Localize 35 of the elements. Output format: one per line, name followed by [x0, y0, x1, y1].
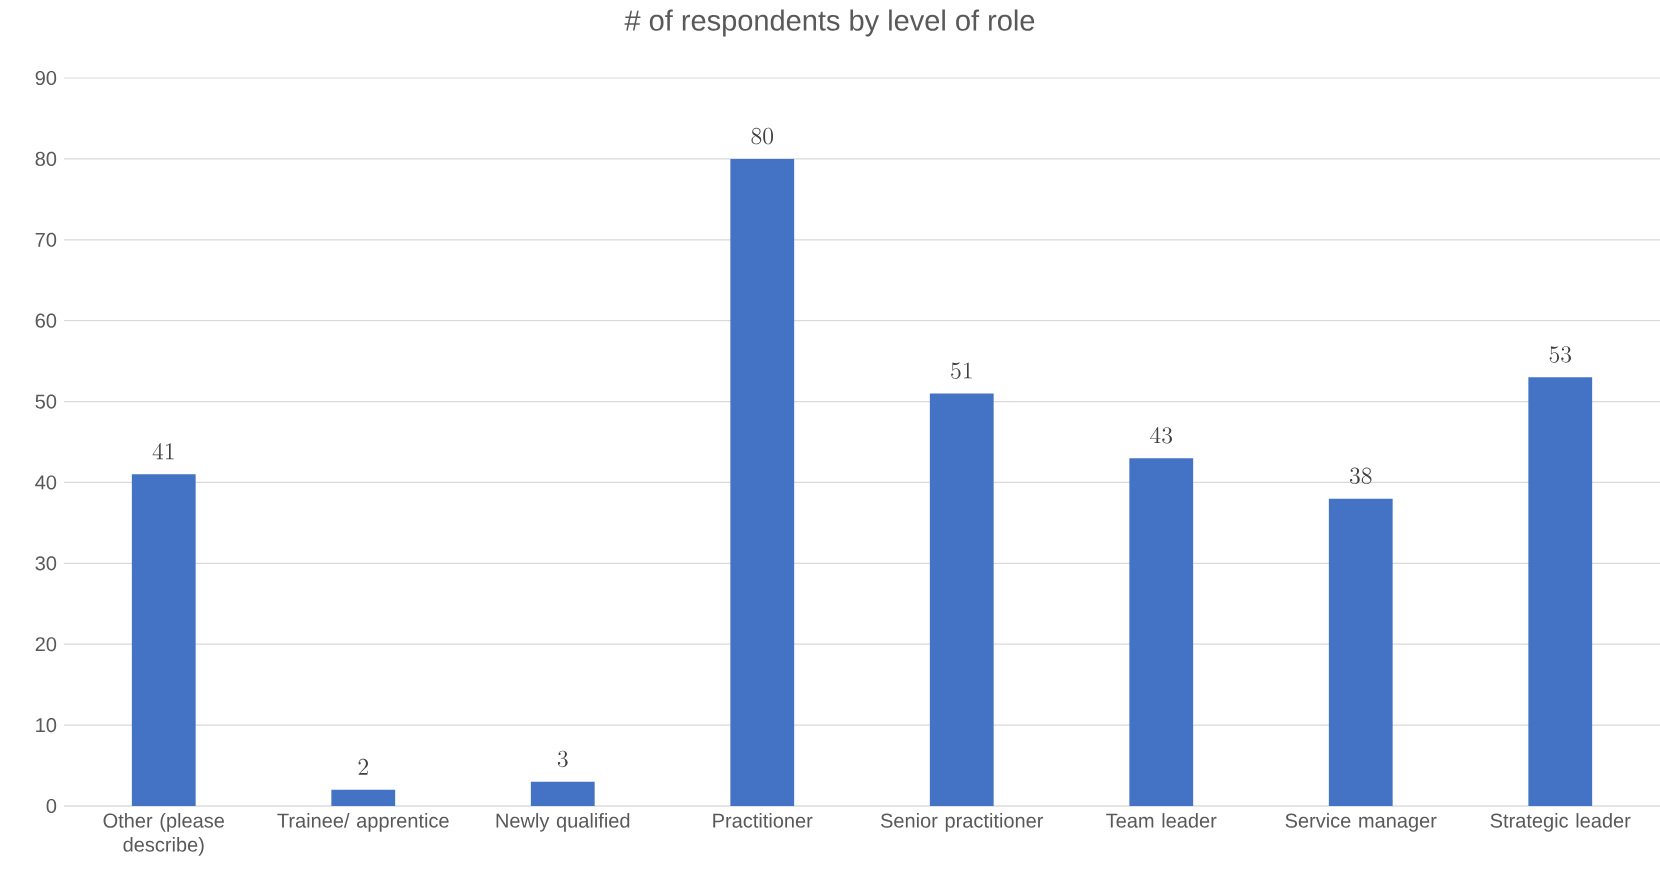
bar — [131, 474, 196, 806]
x-tick-label: Other (please describe) — [103, 813, 224, 856]
bar — [1129, 458, 1194, 806]
y-tick-label: 70 — [35, 232, 57, 247]
data-label: 43 — [1150, 426, 1173, 444]
data-label: 3 — [557, 750, 568, 768]
bar — [530, 781, 595, 806]
bar — [929, 393, 994, 806]
x-tick-label: Senior practitioner — [880, 813, 1044, 832]
y-tick-label: 60 — [35, 313, 57, 328]
y-tick-label: 10 — [36, 718, 57, 733]
chart-title: # of respondents by level of role — [624, 9, 1035, 37]
data-label: 41 — [152, 443, 174, 460]
data-label: 2 — [358, 758, 368, 775]
x-tick-label: Team leader — [1106, 813, 1217, 828]
y-tick-label: 30 — [35, 556, 57, 571]
bar — [331, 789, 396, 806]
y-tick-label: 40 — [35, 475, 57, 490]
data-label: 38 — [1349, 467, 1372, 485]
bar — [730, 158, 795, 806]
y-tick-label: 80 — [35, 151, 57, 166]
x-tick-label: Strategic leader — [1490, 813, 1631, 832]
y-tick-label: 90 — [35, 70, 57, 86]
bar — [1528, 377, 1593, 806]
y-tick-label: 50 — [35, 394, 57, 409]
data-label: 80 — [751, 127, 773, 145]
x-tick-label: Practitioner — [713, 813, 813, 828]
y-tick-label: 0 — [46, 798, 57, 814]
data-label: 51 — [951, 362, 972, 379]
data-label: 53 — [1549, 346, 1572, 363]
x-tick-label: Trainee/ apprentice — [277, 813, 449, 832]
x-tick-label: Newly qualified — [496, 813, 630, 832]
bar — [1328, 498, 1393, 806]
y-tick-label: 20 — [35, 637, 57, 652]
x-tick-label: Service manager — [1285, 813, 1437, 832]
